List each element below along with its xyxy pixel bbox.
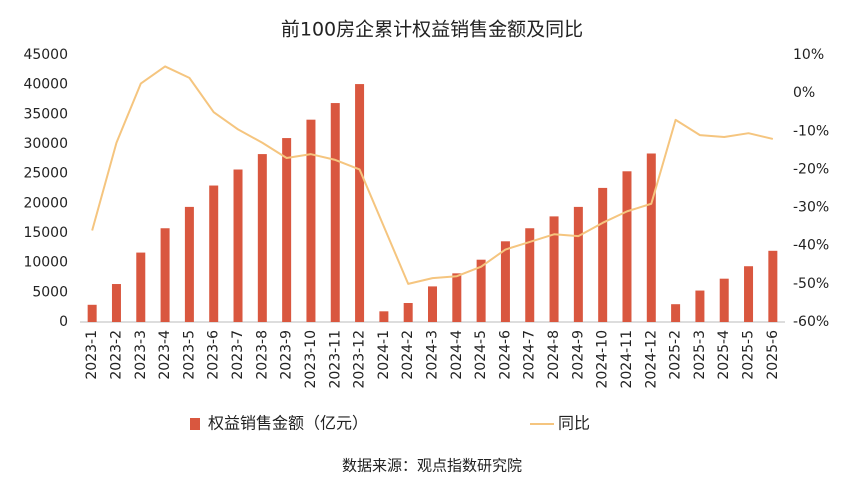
y-tick-label: 25000 — [23, 166, 68, 182]
bar — [306, 119, 316, 322]
x-tick-label: 2023-10 — [303, 330, 319, 389]
bar — [525, 228, 535, 322]
bar — [768, 250, 778, 322]
legend-label: 权益销售金额（亿元） — [208, 414, 368, 433]
x-tick-label: 2025-6 — [765, 330, 781, 380]
bar — [719, 278, 729, 322]
x-tick-label: 2024-4 — [449, 330, 465, 380]
x-tick-label: 2023-9 — [279, 330, 295, 380]
x-tick-label: 2023-1 — [84, 330, 100, 380]
bar — [598, 187, 608, 322]
y2-tick-label: -30% — [793, 200, 829, 216]
x-tick-label: 2025-3 — [692, 330, 708, 380]
bar — [403, 303, 413, 322]
bar — [379, 311, 389, 322]
bar — [87, 304, 97, 322]
x-tick-label: 2025-4 — [716, 330, 732, 380]
x-tick-label: 2023-4 — [157, 330, 173, 380]
bar — [184, 206, 194, 322]
y-tick-label: 20000 — [23, 195, 68, 211]
x-tick-label: 2023-3 — [133, 330, 149, 380]
bar — [573, 206, 583, 322]
bar — [209, 185, 219, 322]
x-tick-label: 2023-11 — [327, 330, 343, 389]
y2-tick-label: -10% — [793, 123, 829, 139]
y-tick-label: 30000 — [23, 136, 68, 152]
source: 数据来源：观点指数研究院 — [342, 457, 522, 475]
x-tick-label: 2024-12 — [643, 330, 659, 389]
y-tick-label: 35000 — [23, 106, 68, 122]
x-tick-label: 2023-5 — [181, 330, 197, 380]
y2-tick-label: -40% — [793, 238, 829, 254]
bar — [695, 290, 705, 322]
y-tick-label: 45000 — [23, 47, 68, 63]
x-tick-label: 2024-5 — [473, 330, 489, 380]
y2-tick-label: 0% — [793, 85, 815, 101]
y-tick-label: 5000 — [32, 284, 68, 300]
legend-label: 同比 — [558, 414, 590, 433]
x-tick-label: 2024-9 — [570, 330, 586, 380]
y2-tick-label: -50% — [793, 276, 829, 292]
x-tick-label: 2024-7 — [522, 330, 538, 380]
bar — [671, 304, 681, 322]
bar — [452, 273, 462, 322]
bar — [549, 216, 559, 322]
y2-tick-label: 10% — [793, 47, 824, 63]
x-tick-label: 2024-2 — [400, 330, 416, 380]
bar — [136, 252, 146, 322]
bar — [257, 154, 267, 322]
bar — [233, 169, 243, 322]
x-tick-label: 2023-8 — [254, 330, 270, 380]
bar — [428, 286, 437, 322]
bar — [282, 138, 292, 322]
y-tick-label: 0 — [59, 314, 68, 330]
bar — [355, 84, 365, 322]
x-tick-label: 2023-2 — [108, 330, 124, 380]
bar — [622, 171, 632, 322]
x-tick-label: 2024-3 — [425, 330, 441, 380]
x-tick-label: 2023-6 — [206, 330, 222, 380]
x-tick-label: 2025-2 — [668, 330, 684, 380]
bar — [160, 228, 170, 322]
x-tick-label: 2025-5 — [741, 330, 757, 380]
bar — [500, 241, 510, 322]
bar — [744, 266, 754, 322]
y-tick-label: 10000 — [23, 255, 68, 271]
y2-tick-label: -20% — [793, 161, 829, 177]
bar — [330, 103, 340, 322]
bar — [111, 284, 121, 322]
bar — [646, 153, 656, 322]
legend-swatch — [190, 418, 200, 430]
x-tick-label: 2024-11 — [619, 330, 635, 389]
x-tick-label: 2024-8 — [546, 330, 562, 380]
x-tick-label: 2023-12 — [352, 330, 368, 389]
chart-title: 前100房企累计权益销售金额及同比 — [281, 19, 583, 41]
x-tick-label: 2024-10 — [595, 330, 611, 389]
y-tick-label: 15000 — [23, 225, 68, 241]
x-tick-label: 2024-1 — [376, 330, 392, 380]
x-tick-label: 2023-7 — [230, 330, 246, 380]
x-tick-label: 2024-6 — [497, 330, 513, 380]
bar — [476, 259, 486, 322]
y-tick-label: 40000 — [23, 77, 68, 93]
line — [91, 65, 774, 285]
y2-tick-label: -60% — [793, 314, 829, 330]
